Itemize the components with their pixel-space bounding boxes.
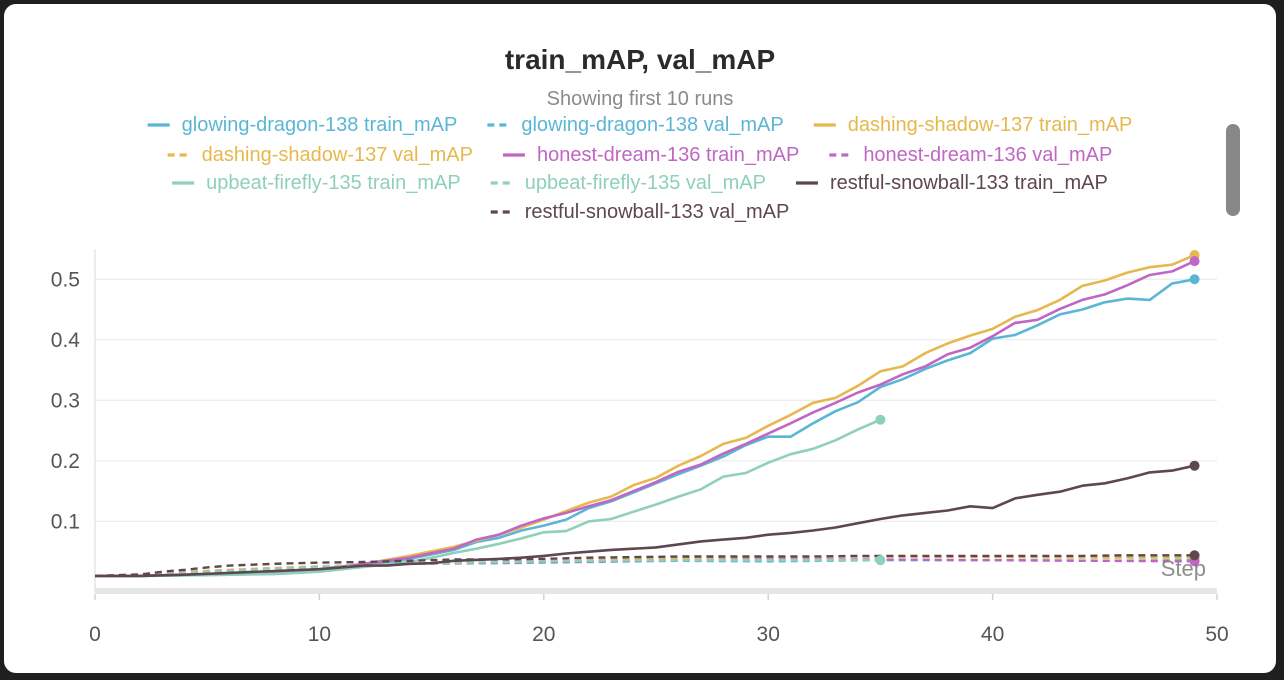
series-line bbox=[94, 559, 881, 578]
series-end-point bbox=[875, 414, 886, 425]
y-tick-label: 0.2 bbox=[51, 450, 80, 473]
y-tick-label: 0.1 bbox=[51, 510, 80, 533]
legend-label: honest-dream-136 val_mAP bbox=[863, 144, 1112, 166]
legend-label: honest-dream-136 train_mAP bbox=[537, 144, 799, 166]
legend-label: restful-snowball-133 train_mAP bbox=[830, 172, 1108, 194]
x-tick-label: 10 bbox=[308, 623, 331, 646]
legend-label: dashing-shadow-137 train_mAP bbox=[848, 114, 1133, 136]
legend-label: upbeat-firefly-135 train_mAP bbox=[206, 172, 461, 194]
legend-label: glowing-dragon-138 val_mAP bbox=[521, 114, 783, 136]
series-line bbox=[95, 253, 1196, 578]
line-chart: 0.1 0.2 0.3 0.4 0.5 0 10 20 30 40 50 Step glowing-dr… bbox=[51, 114, 1229, 646]
chart-panel: train_mAP, val_mAP Showing first 10 runs… bbox=[4, 4, 1276, 673]
series-end-point bbox=[1189, 460, 1200, 471]
series-end-point bbox=[1189, 274, 1200, 285]
legend-label: upbeat-firefly-135 val_mAP bbox=[525, 172, 766, 194]
series-line bbox=[95, 418, 881, 578]
y-tick-label: 0.3 bbox=[51, 389, 80, 412]
legend-label: dashing-shadow-137 val_mAP bbox=[202, 144, 473, 166]
legend-scrollbar-thumb[interactable] bbox=[1226, 124, 1240, 216]
series-end-point bbox=[1189, 550, 1200, 561]
x-tick-label: 0 bbox=[89, 623, 101, 646]
x-tick-label: 20 bbox=[532, 623, 555, 646]
y-tick-label: 0.5 bbox=[51, 268, 80, 291]
legend-label: glowing-dragon-138 train_mAP bbox=[182, 114, 458, 136]
series-line bbox=[95, 464, 1195, 578]
series-end-point bbox=[875, 555, 886, 566]
x-axis-line bbox=[95, 588, 1217, 594]
series-line bbox=[94, 554, 1195, 578]
y-tick-label: 0.4 bbox=[51, 329, 81, 352]
chart-subtitle: Showing first 10 runs bbox=[546, 88, 734, 110]
x-tick-label: 40 bbox=[981, 623, 1004, 646]
x-axis-label: Step bbox=[1161, 556, 1206, 581]
series-line bbox=[95, 278, 1195, 578]
legend-label: restful-snowball-133 val_mAP bbox=[525, 201, 790, 223]
series-line bbox=[95, 259, 1196, 578]
x-tick-label: 50 bbox=[1205, 623, 1228, 646]
series-end-point bbox=[1189, 256, 1200, 267]
chart-title: train_mAP, val_mAP bbox=[504, 44, 776, 75]
x-tick-label: 30 bbox=[757, 623, 780, 646]
